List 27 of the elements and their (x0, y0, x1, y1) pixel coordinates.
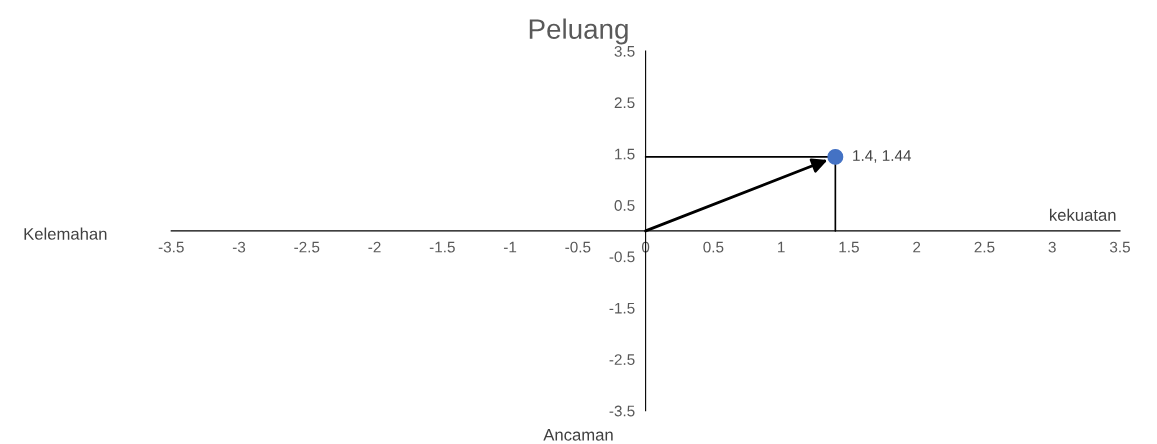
x-tick-label: -2.5 (294, 241, 320, 253)
x-tick-label: 3 (1048, 241, 1056, 253)
x-tick-label: -2 (368, 241, 381, 253)
x-tick-label: 0.5 (703, 241, 724, 253)
y-tick-label: -0.5 (609, 251, 635, 263)
annotation: kekuatan (1049, 208, 1116, 221)
x-tick-label: -0.5 (565, 241, 591, 253)
x-tick-label: 2.5 (974, 241, 995, 253)
x-tick-label: 1 (778, 241, 785, 253)
x-tick-label: -3.5 (158, 241, 184, 253)
text: Kelemahan (24, 227, 107, 240)
y-tick-label: -3.5 (609, 405, 635, 417)
text: Ancaman (543, 429, 613, 441)
x-tick-label: -1.5 (429, 241, 455, 253)
chart-title: Peluang (529, 18, 628, 45)
y-tick-label: -1.5 (609, 302, 635, 314)
data-label: 1.4, 1.44 (853, 150, 912, 163)
y-tick-label: 2.5 (614, 97, 635, 109)
x-tick-label: 1.5 (839, 241, 859, 253)
x-tick-label: -3 (232, 241, 246, 253)
y-tick-label: 0.5 (614, 200, 635, 211)
y-tick-label: 1.5 (615, 148, 635, 160)
x-tick-label: 2 (913, 241, 921, 253)
y-tick-label: -2.5 (609, 354, 635, 366)
y-tick-label: 3.5 (614, 45, 635, 57)
x-tick-label: -1 (503, 241, 517, 253)
x-tick-label: 3.5 (1109, 241, 1130, 253)
